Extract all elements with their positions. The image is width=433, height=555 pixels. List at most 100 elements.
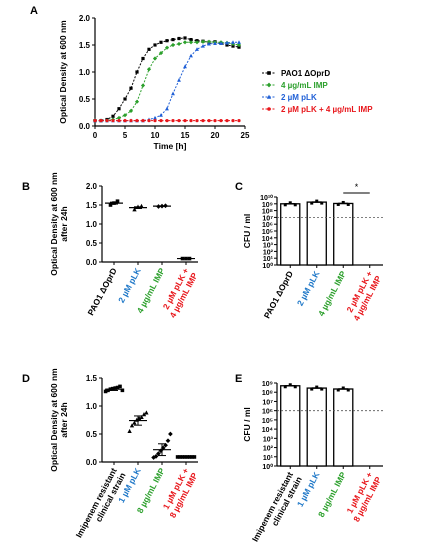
a-point <box>225 43 229 47</box>
b-y-axis-title-line: after 24h <box>59 206 69 241</box>
c-bar-point <box>283 203 287 207</box>
a-point <box>182 40 188 45</box>
panel-label-A: A <box>30 5 38 17</box>
a-x-tick-label: 0 <box>93 131 98 140</box>
d-y-tick-label: 1.5 <box>86 374 98 383</box>
a-point <box>201 44 205 48</box>
a-point <box>129 86 133 90</box>
e-y-tick-label: 10⁹ <box>262 381 273 388</box>
c-y-tick-label: 10² <box>263 249 274 256</box>
c-bar-point <box>293 203 297 207</box>
c-y-tick-label: 10⁰ <box>262 262 273 270</box>
a-point <box>171 119 175 123</box>
c-bar-point <box>341 200 345 204</box>
c-y-tick-label: 10⁶ <box>262 222 273 229</box>
e-y-tick-label: 10⁷ <box>262 399 273 406</box>
a-point <box>171 38 175 42</box>
a-point <box>123 119 127 123</box>
d-point <box>120 388 125 393</box>
b-y-axis-title: Optical Density at 600 nmafter 24h <box>49 172 69 276</box>
d-category-label: Imipenem resistantclinical strain <box>74 466 128 544</box>
a-point <box>123 97 127 101</box>
a-point <box>225 40 229 45</box>
a-point <box>213 41 217 45</box>
e-y-tick-label: 10⁰ <box>262 463 273 471</box>
a-point <box>183 36 187 40</box>
a-point <box>153 119 157 123</box>
e-bar-point <box>293 385 297 389</box>
b-y-tick-label: 0.0 <box>86 258 98 267</box>
a-point <box>231 44 235 48</box>
c-bar-point <box>320 201 324 205</box>
e-category-label: 1 µM pLK <box>295 469 322 508</box>
a-point <box>207 119 211 123</box>
a-legend-marker <box>267 71 271 75</box>
c-significance-label: * <box>355 182 359 192</box>
a-point <box>111 114 115 118</box>
d-y-tick-label: 0.0 <box>86 458 98 467</box>
d-point <box>129 423 135 428</box>
c-y-tick-label: 10⁸ <box>262 209 273 216</box>
c-bar-point <box>336 202 340 206</box>
a-point <box>165 39 169 43</box>
b-y-tick-label: 1.5 <box>86 201 98 210</box>
a-point <box>153 115 157 120</box>
c-bar <box>280 203 301 266</box>
c-category-label-line: 4 µg/mL IMP <box>316 269 348 318</box>
c-y-tick-label: 10³ <box>263 243 274 250</box>
a-x-tick-label: 5 <box>123 131 128 140</box>
a-point <box>165 106 169 111</box>
e-bar <box>280 385 301 467</box>
e-bar-point <box>315 385 319 389</box>
e-bar-point <box>320 387 324 391</box>
d-point <box>106 388 110 393</box>
a-point <box>122 113 128 118</box>
e-category-label-line: 8 µg/mL IMP <box>316 470 348 519</box>
a-point <box>231 40 235 44</box>
a-legend-label-1: 4 µg/mL IMP <box>281 81 328 90</box>
panel-label-C: C <box>235 181 243 193</box>
a-y-tick-label: 0.5 <box>79 95 91 104</box>
a-point <box>146 67 152 72</box>
a-point <box>152 56 158 61</box>
a-point <box>135 70 139 74</box>
a-point <box>237 40 241 44</box>
a-point <box>147 119 151 123</box>
d-y-axis-title-line: after 24h <box>59 402 69 437</box>
a-point <box>129 119 133 123</box>
a-point <box>189 119 193 123</box>
a-point <box>159 113 163 117</box>
a-x-tick-label: 25 <box>241 131 250 140</box>
d-point <box>103 389 108 394</box>
a-point <box>219 119 223 123</box>
panel-label-E: E <box>235 373 242 385</box>
a-point <box>195 47 199 51</box>
a-point <box>164 45 170 50</box>
d-y-tick-label: 0.5 <box>86 430 98 439</box>
a-y-tick-label: 2.0 <box>79 14 91 23</box>
a-x-tick-label: 15 <box>181 131 190 140</box>
a-legend-marker <box>266 94 272 99</box>
c-category-label-line: PAO1 ΔOprD <box>262 269 295 320</box>
c-category-label: 4 µg/mL IMP <box>316 269 348 318</box>
a-point <box>141 119 145 123</box>
a-point <box>165 119 169 123</box>
a-point <box>159 40 163 44</box>
e-y-tick-label: 10¹ <box>263 455 274 462</box>
e-bar-point <box>346 388 350 392</box>
d-point <box>141 412 147 417</box>
b-y-tick-label: 1.0 <box>86 220 98 229</box>
c-category-label-line: 2 µM pLK <box>295 268 322 307</box>
a-point <box>176 41 182 46</box>
a-x-tick-label: 10 <box>151 131 160 140</box>
a-point <box>116 115 122 120</box>
a-point <box>183 64 187 69</box>
a-y-tick-label: 0.0 <box>79 122 91 131</box>
e-y-tick-label: 10⁶ <box>262 409 273 416</box>
e-category-label-line: 1 µM pLK <box>295 469 322 508</box>
a-legend-marker <box>266 82 272 88</box>
a-point <box>135 119 139 123</box>
c-bar <box>333 202 354 266</box>
a-point <box>195 119 199 123</box>
e-bar-point <box>336 388 340 392</box>
